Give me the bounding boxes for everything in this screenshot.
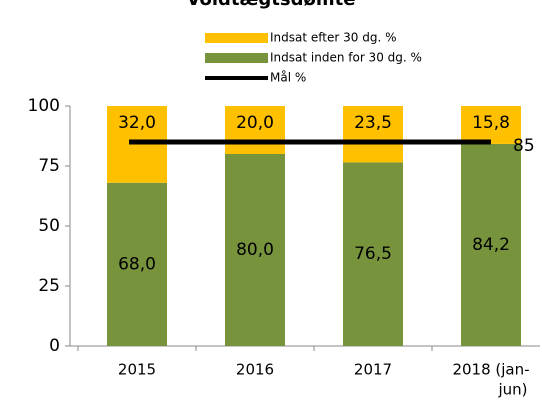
y-tick-label: 100 — [28, 96, 60, 116]
x-tick-label: 2016 — [236, 361, 274, 379]
legend-swatch — [205, 53, 268, 63]
target-label: 85 — [513, 136, 535, 156]
x-tick-label: 2017 — [354, 361, 392, 379]
data-label: 84,2 — [472, 235, 510, 255]
legend-swatch — [205, 33, 268, 43]
bar-segment — [461, 143, 521, 346]
chart-title: Voldtægtsdømte — [187, 0, 356, 10]
x-tick-label: 2015 — [118, 361, 156, 379]
bar-segment — [225, 106, 285, 154]
data-label: 32,0 — [118, 113, 156, 133]
data-label: 76,5 — [354, 244, 392, 264]
legend-label: Indsat inden for 30 dg. % — [270, 51, 422, 65]
y-tick-label: 25 — [38, 276, 60, 296]
data-label: 80,0 — [236, 240, 274, 260]
x-tick-label: jun) — [497, 381, 527, 399]
data-label: 23,5 — [354, 113, 392, 133]
data-label: 68,0 — [118, 254, 156, 274]
bar-segment — [461, 106, 521, 144]
data-label: 20,0 — [236, 113, 274, 133]
legend-label: Indsat efter 30 dg. % — [270, 31, 396, 45]
y-tick-label: 0 — [49, 336, 60, 356]
legend-label: Mål % — [270, 71, 306, 85]
bar-segment — [225, 154, 285, 346]
bar-segment — [343, 106, 403, 163]
bar-segment — [343, 162, 403, 346]
y-tick-label: 50 — [38, 216, 60, 236]
data-label: 15,8 — [472, 113, 510, 133]
x-tick-label: 2018 (jan- — [452, 361, 529, 379]
y-tick-label: 75 — [38, 156, 60, 176]
bar-segment — [107, 182, 167, 346]
